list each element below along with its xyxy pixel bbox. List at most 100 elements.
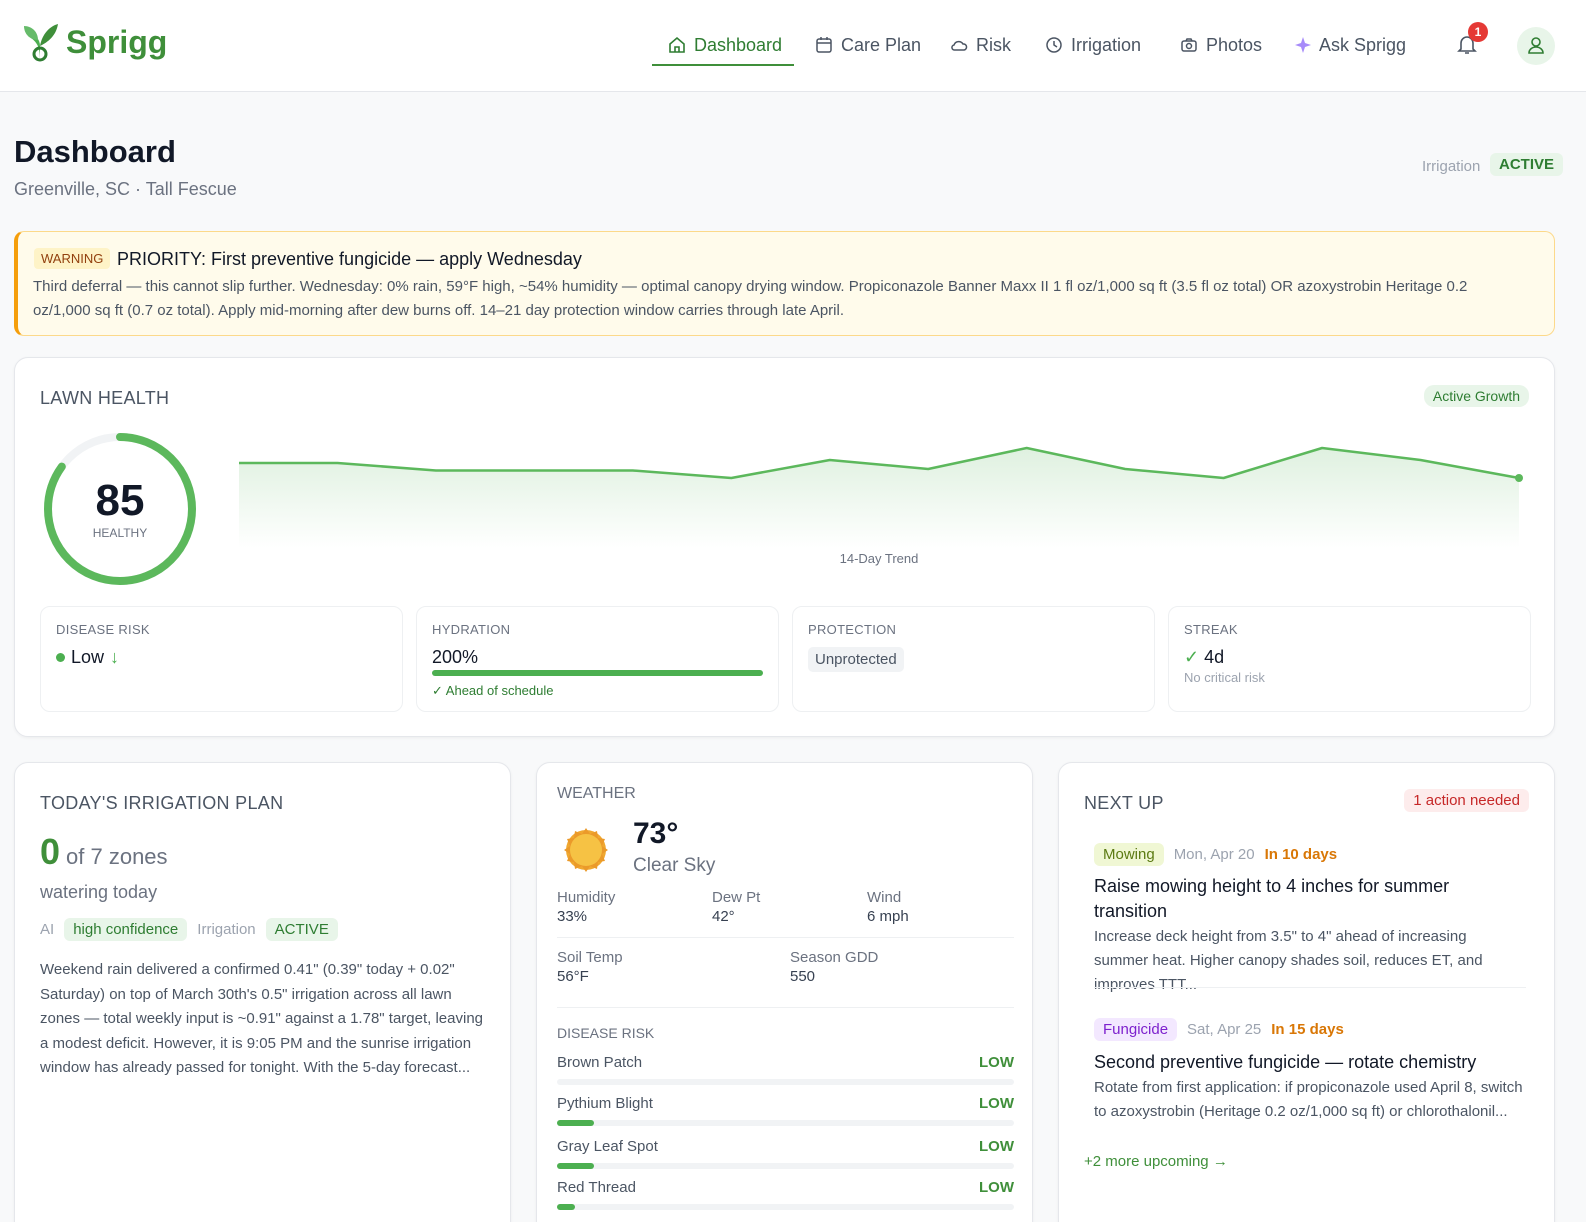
metric-value: 200% <box>432 647 479 667</box>
icon <box>951 40 968 51</box>
task-desc: Increase deck height from 3.5" to 4" ahe… <box>1094 928 1483 993</box>
nav-label: Risk <box>976 34 1011 55</box>
metric-label: PROTECTION <box>808 622 897 637</box>
task-title[interactable]: Second preventive fungicide — rotate che… <box>1094 1052 1477 1072</box>
risk-row: Brown Patch LOW <box>557 1054 1014 1085</box>
nav-item[interactable]: Ask Sprigg <box>1295 32 1406 58</box>
avatar[interactable] <box>1517 27 1555 65</box>
metric-icon: ✓ <box>1184 647 1200 667</box>
metric-trend: ↓ <box>110 647 120 667</box>
top-nav: Sprigg Dashboard Care Plan Risk Irrigati… <box>0 0 1586 92</box>
divider <box>557 1007 1014 1008</box>
notification-badge: 1 <box>1468 22 1488 42</box>
task-title[interactable]: Raise mowing height to 4 inches for summ… <box>1094 876 1450 921</box>
stat-value: 42° <box>712 908 735 925</box>
nav-item[interactable]: Dashboard <box>668 32 782 58</box>
stat-label: Season GDD <box>790 949 879 966</box>
risk-level: LOW <box>979 1054 1014 1071</box>
risk-level: LOW <box>979 1095 1014 1112</box>
metric-card: DISEASE RISK Low ↓ <box>40 606 403 712</box>
logo-icon <box>24 24 58 62</box>
nav-label: Irrigation <box>1071 34 1142 55</box>
status-label: Irrigation <box>1422 158 1481 175</box>
trend-chart <box>239 446 1523 548</box>
nav-item[interactable]: Irrigation <box>1045 32 1141 58</box>
nav-item[interactable]: Risk <box>950 32 1011 58</box>
page-title: Dashboard <box>14 134 176 169</box>
icon <box>669 36 685 53</box>
nav-label: Dashboard <box>694 34 783 55</box>
weather-stat: Season GDD 550 <box>790 949 878 985</box>
weather-card: WEATHER 73° Clear Sky Humidity 33% Dew Pt… <box>536 762 1033 1222</box>
stat-value: 6 mph <box>867 908 909 925</box>
page-subtitle: Greenville, SC · Tall Fescue <box>14 179 237 199</box>
task-date: Sat, Apr 25 <box>1187 1021 1262 1038</box>
status-dot <box>56 653 65 662</box>
icon <box>1181 38 1197 52</box>
health-score: 85 <box>95 476 145 525</box>
nav-item[interactable]: Photos <box>1180 32 1262 58</box>
score-ring <box>44 433 196 585</box>
tag: AI <box>40 921 55 938</box>
nav-item[interactable]: Care Plan <box>815 32 921 58</box>
risk-level: LOW <box>979 1138 1014 1155</box>
trend-line <box>239 446 1520 480</box>
tag: high confidence <box>64 918 188 941</box>
task-tag: Fungicide <box>1094 1018 1178 1041</box>
task-due: In 10 days <box>1264 846 1338 863</box>
task-date: Mon, Apr 20 <box>1173 846 1255 863</box>
notifications[interactable]: 1 <box>1455 22 1488 61</box>
more-link[interactable]: +2 more upcoming → <box>1084 1153 1228 1170</box>
alert-body: Third deferral — this cannot slip furthe… <box>33 278 1468 319</box>
section-title: DISEASE RISK <box>557 1025 655 1041</box>
metric-card: PROTECTION Unprotected <box>792 606 1155 712</box>
stat-label: Dew Pt <box>712 889 761 906</box>
stat-label: Humidity <box>557 889 616 906</box>
condition: Clear Sky <box>633 855 716 876</box>
card-title: WEATHER <box>557 785 636 802</box>
trend-end-dot <box>1515 474 1523 482</box>
task-due: In 15 days <box>1271 1021 1344 1038</box>
lawn-health-card: LAWN HEALTH Active Growth 85 HEALTHY 14-… <box>14 357 1555 737</box>
stat-label: Soil Temp <box>557 949 623 966</box>
zone-sub: watering today <box>40 882 158 902</box>
metric-value: Low <box>71 647 105 667</box>
sun-icon <box>564 828 608 872</box>
risk-track <box>557 1120 1014 1126</box>
stat-value: 33% <box>557 908 588 925</box>
zone-total: of 7 zones <box>66 844 168 869</box>
divider <box>557 937 1014 938</box>
alert-badge: WARNING <box>34 248 111 269</box>
task-tag: Mowing <box>1094 843 1164 866</box>
active-underline <box>652 64 794 66</box>
logo-text: Sprigg <box>66 23 168 60</box>
stat-value: 550 <box>790 968 816 985</box>
alert: WARNING PRIORITY: First preventive fungi… <box>14 231 1555 336</box>
weather-stat: Wind 6 mph <box>867 889 909 925</box>
tag: ACTIVE <box>265 918 338 941</box>
logo[interactable]: Sprigg <box>20 20 167 64</box>
metric-label: DISEASE RISK <box>56 622 150 637</box>
metric-label: STREAK <box>1184 622 1238 637</box>
card-title: NEXT UP <box>1084 793 1164 813</box>
temperature: 73° <box>633 817 679 850</box>
risk-name: Gray Leaf Spot <box>557 1138 658 1155</box>
metric-note: No critical risk <box>1184 670 1265 685</box>
icon <box>816 37 832 53</box>
nav-label: Ask Sprigg <box>1319 34 1407 55</box>
risk-track <box>557 1204 1014 1210</box>
risk-name: Pythium Blight <box>557 1095 653 1112</box>
risk-track <box>557 1163 1014 1169</box>
weather-stat: Dew Pt 42° <box>712 889 760 925</box>
metric-note: ✓ Ahead of schedule <box>432 683 554 698</box>
hydration-bar <box>432 670 763 676</box>
action-badge: 1 action needed <box>1404 789 1529 812</box>
risk-level: LOW <box>979 1179 1014 1196</box>
divider <box>1094 987 1526 988</box>
metric-value: Unprotected <box>808 647 904 672</box>
metric-label: HYDRATION <box>432 622 511 637</box>
metric-card: STREAK ✓ 4d No critical risk <box>1168 606 1531 712</box>
trend-area <box>239 448 1519 548</box>
